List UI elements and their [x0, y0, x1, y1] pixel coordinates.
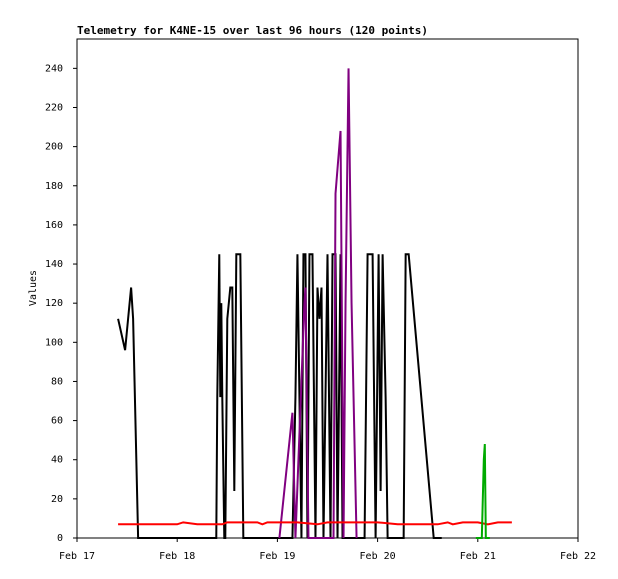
y-tick-label: 40 — [51, 455, 63, 466]
y-tick-label: 200 — [45, 142, 63, 153]
y-tick-label: 80 — [51, 376, 63, 387]
series-line — [475, 444, 490, 539]
y-tick-label: 60 — [51, 416, 63, 427]
chart-title: Telemetry for K4NE-15 over last 96 hours… — [77, 24, 428, 37]
y-tick-label: 140 — [45, 259, 63, 270]
x-tick-label: Feb 19 — [259, 551, 295, 562]
series-line — [278, 68, 358, 539]
y-tick-label: 180 — [45, 181, 63, 192]
x-tick-label: Feb 20 — [360, 551, 396, 562]
y-tick-label: 120 — [45, 298, 63, 309]
y-tick-label: 240 — [45, 63, 63, 74]
y-axis-label: Values — [28, 270, 39, 306]
y-tick-label: 100 — [45, 337, 63, 348]
series-line — [118, 521, 512, 526]
x-tick-label: Feb 21 — [460, 551, 496, 562]
x-tick-label: Feb 22 — [560, 551, 596, 562]
series-line — [117, 253, 442, 539]
y-tick-label: 160 — [45, 220, 63, 231]
y-tick-label: 20 — [51, 494, 63, 505]
x-tick-label: Feb 17 — [59, 551, 95, 562]
y-tick-label: 0 — [57, 533, 63, 544]
x-tick-label: Feb 18 — [159, 551, 195, 562]
y-tick-label: 220 — [45, 102, 63, 113]
